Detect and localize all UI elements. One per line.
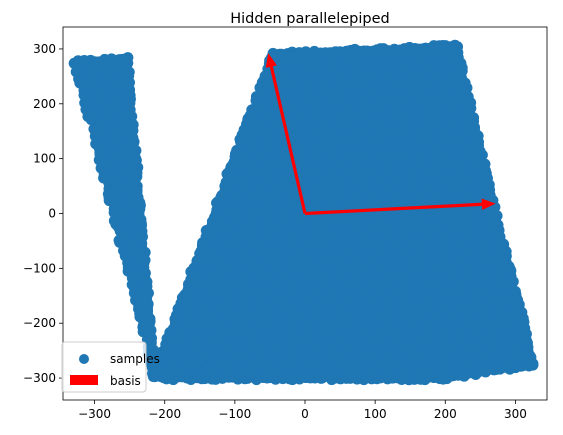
chart-title: Hidden parallelepiped [230,11,390,27]
